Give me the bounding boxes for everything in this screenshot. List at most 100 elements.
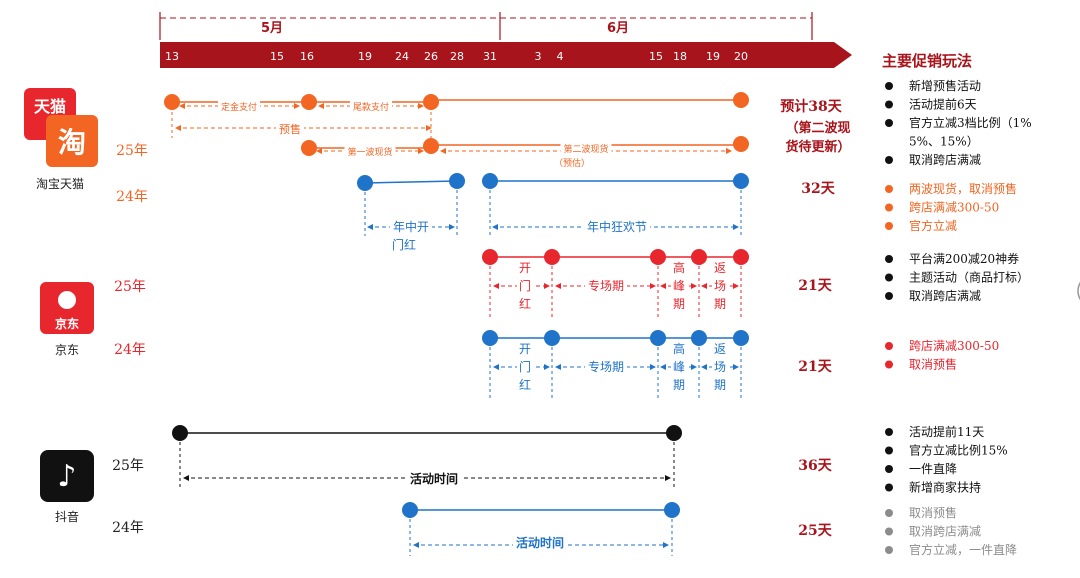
label-peak: 期 [673, 297, 685, 311]
promo-item: 平台满200减20神券 [909, 251, 1019, 266]
promo-item: 跨店满减300-50 [909, 201, 999, 215]
label-bg [585, 278, 627, 294]
label-bg [344, 146, 396, 159]
label-special-period: 专场期 [588, 359, 624, 374]
milestone-dot [423, 94, 439, 110]
duration-dy25: 36天 [798, 458, 832, 474]
row-year-dy25: 25年 [112, 458, 144, 474]
promo-item: 官方立减 [909, 218, 957, 233]
milestone-dot [172, 425, 188, 441]
duration-jd25: 21天 [798, 278, 832, 294]
promo-item: 5%、15%） [909, 135, 979, 149]
milestone-dot [733, 136, 749, 152]
label-return: 返 [714, 342, 726, 356]
milestone-dot [402, 502, 418, 518]
promo-item: 主题活动（商品打标） [909, 270, 1029, 285]
promo-bullet [885, 342, 893, 350]
date-tick-label: 31 [483, 50, 497, 63]
milestone-dot [691, 330, 707, 346]
label-bg [712, 341, 728, 397]
promo-item: 新增商家扶持 [909, 480, 981, 495]
label-wave1: 第一波现货 [347, 146, 392, 158]
label-return: 场 [714, 360, 726, 374]
label-return: 期 [714, 378, 726, 392]
label-opening: 门 [519, 278, 531, 293]
date-tick-label: 16 [300, 50, 314, 63]
label-bg [584, 219, 650, 235]
promo-bullet [885, 255, 893, 263]
promo-bullet [885, 203, 893, 212]
label-mid-year-open-2: 门红 [392, 237, 416, 252]
row-year-tb25: 25年 [116, 143, 148, 159]
label-peak: 高 [673, 260, 685, 275]
label-wave2: 第二波现货 [563, 143, 608, 155]
milestone-dot [733, 173, 749, 189]
date-tick-label: 19 [706, 50, 720, 63]
milestone-dot [423, 138, 439, 154]
milestone-dot [666, 425, 682, 441]
jd-logo-text: 京东 [55, 316, 79, 331]
promo-title: 主要促销玩法 [882, 52, 972, 70]
date-tick-label: 15 [649, 50, 663, 63]
promo-bullet [885, 82, 893, 90]
promo-item: 取消跨店满减 [909, 525, 981, 539]
milestone-dot [357, 175, 373, 191]
date-tick-label: 15 [270, 50, 284, 63]
milestone-dot [449, 173, 465, 189]
date-tick-label: 20 [734, 50, 748, 63]
label-activity-time-25: 活动时间 [410, 471, 458, 486]
label-final-payment: 尾款支付 [353, 101, 389, 113]
taobao-logo [46, 115, 98, 167]
promo-item: 官方立减，一件直降 [909, 542, 1017, 557]
label-opening: 门 [519, 359, 531, 374]
duration-tb25-note: （第二波现 [785, 120, 850, 136]
promo-item: 新增预售活动 [909, 78, 981, 93]
label-activity-time-24: 活动时间 [516, 535, 564, 550]
promo-item: 取消预售 [909, 357, 957, 372]
label-bg [218, 101, 260, 114]
timeline-line [364, 180, 458, 184]
label-bg [513, 535, 567, 551]
label-mid-year-open: 年中开 [393, 219, 429, 234]
milestone-dot [733, 249, 749, 265]
date-tick-label: 26 [424, 50, 438, 63]
duration-tb25-note: 货待更新） [785, 139, 850, 155]
promo-item: 活动提前6天 [909, 97, 977, 112]
label-peak: 峰 [673, 279, 685, 293]
label-wave2-sub: （预估） [554, 157, 590, 169]
label-opening: 红 [519, 377, 531, 392]
label-peak: 高 [673, 341, 685, 356]
promo-bullet [885, 156, 893, 164]
label-mid-year-festival: 年中狂欢节 [587, 219, 647, 234]
promo-bullet [885, 546, 893, 554]
label-special-period: 专场期 [588, 278, 624, 293]
douyin-logo [40, 450, 94, 502]
label-bg [407, 471, 461, 487]
promo-item: 取消预售 [909, 505, 957, 520]
label-bg [671, 341, 687, 397]
label-bg [671, 260, 687, 316]
duration-dy24: 25天 [798, 523, 832, 539]
milestone-dot [664, 502, 680, 518]
milestone-dot [733, 92, 749, 108]
tmall-logo-text: 天猫 [34, 97, 66, 116]
label-return: 期 [714, 297, 726, 311]
platform-name-douyin: 抖音 [55, 509, 79, 524]
promo-bullet [885, 465, 893, 473]
row-year-dy24: 24年 [112, 520, 144, 536]
promo-bullet [885, 446, 893, 455]
jd-logo-mascot-icon [58, 291, 76, 309]
label-return: 返 [714, 261, 726, 275]
label-presale: 预售 [279, 122, 301, 136]
month-label-may: 5月 [261, 21, 283, 36]
label-opening: 红 [519, 296, 531, 311]
date-tick-label: 13 [165, 50, 179, 63]
milestone-dot [301, 140, 317, 156]
label-return: 场 [714, 279, 726, 293]
promo-bullet [885, 292, 893, 300]
label-bg [712, 260, 728, 316]
promo-bullet [885, 360, 893, 369]
milestone-dot [650, 249, 666, 265]
label-bg [560, 143, 612, 156]
